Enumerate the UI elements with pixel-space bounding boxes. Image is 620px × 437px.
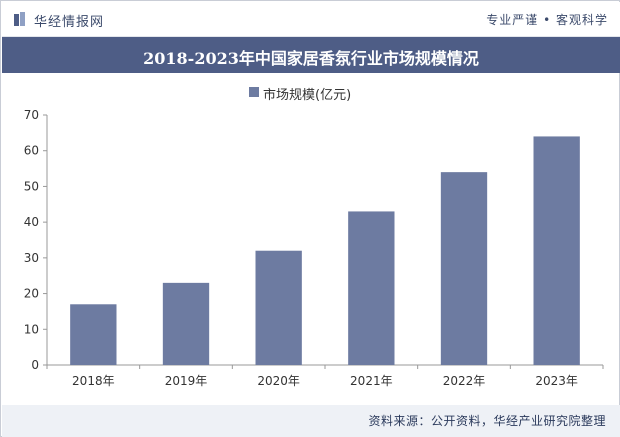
bar [348,211,395,365]
brand-name: 华经情报网 [34,15,105,30]
y-tick-label: 60 [24,144,39,158]
title-bar: 2018-2023年中国家居香氛行业市场规模情况 [2,37,620,73]
y-tick-label: 70 [24,108,39,122]
logo-icon [14,12,25,26]
x-tick-label: 2018年 [72,374,115,388]
x-tick-label: 2023年 [535,374,578,388]
bar [70,304,117,365]
legend-swatch [249,87,259,97]
bar [255,250,302,365]
y-tick-label: 40 [24,215,39,229]
legend-label: 市场规模(亿元) [263,88,352,103]
y-tick-label: 0 [31,358,39,372]
y-tick-label: 30 [24,251,39,265]
header-bar: 华经情报网 专业严谨 • 客观科学 [2,2,620,37]
tagline: 专业严谨 • 客观科学 [486,13,608,27]
bar [440,172,488,365]
bar [162,282,210,365]
x-tick-label: 2019年 [165,374,208,388]
y-tick-label: 20 [24,287,39,301]
bar-chart: 0 10 20 30 40 50 60 70 2018年 2019年 2020年 2021年 2022年… [24,108,604,388]
x-tick-label: 2020年 [257,374,300,388]
chart-title: 2018-2023年中国家居香氛行业市场规模情况 [143,49,479,68]
y-tick-label: 10 [24,322,39,336]
bar [533,136,580,365]
y-tick-label: 50 [24,179,39,193]
x-tick-label: 2021年 [350,374,393,388]
x-tick-label: 2022年 [443,374,486,388]
source-note: 资料来源：公开资料，华经产业研究院整理 [368,414,606,428]
footer-bar: 资料来源：公开资料，华经产业研究院整理 [2,405,620,437]
